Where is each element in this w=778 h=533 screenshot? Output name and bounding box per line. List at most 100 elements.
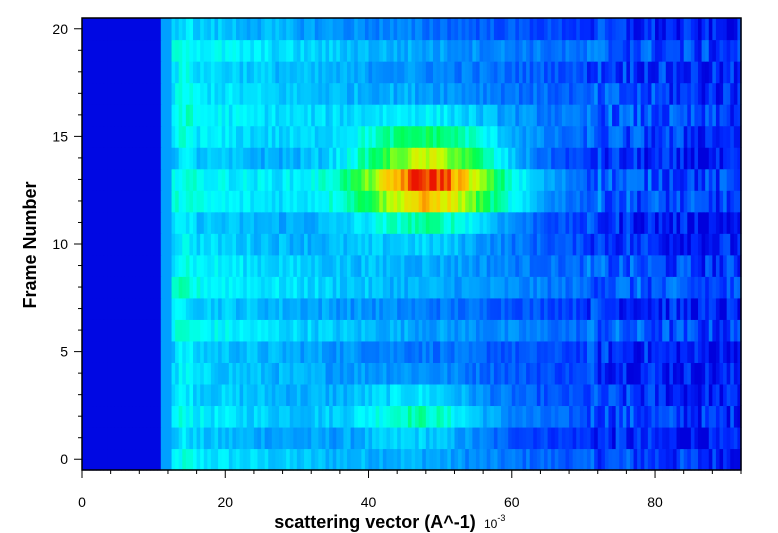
- heatmap-cell: [486, 426, 491, 450]
- heatmap-cell: [311, 168, 316, 191]
- heatmap-cell: [504, 254, 509, 277]
- heatmap-cell: [665, 426, 670, 450]
- heatmap-cell: [304, 426, 309, 450]
- heatmap-cell: [733, 104, 739, 127]
- heatmap-cell: [150, 233, 155, 256]
- heatmap-cell: [680, 104, 685, 127]
- heatmap-cell: [669, 82, 674, 105]
- heatmap-cell: [257, 383, 262, 407]
- heatmap-cell: [386, 39, 391, 62]
- heatmap-cell: [672, 340, 678, 363]
- heatmap-cell: [257, 448, 262, 471]
- heatmap-cell: [475, 297, 481, 320]
- heatmap-cell: [501, 448, 506, 471]
- heatmap-cell: [594, 104, 599, 127]
- heatmap-cell: [723, 147, 728, 170]
- heatmap-cell: [289, 104, 294, 127]
- heatmap-cell: [565, 405, 570, 428]
- heatmap-cell: [411, 147, 416, 170]
- heatmap-cell: [458, 18, 463, 41]
- heatmap-cell: [458, 426, 463, 450]
- heatmap-cell: [590, 276, 595, 299]
- heatmap-cell: [214, 211, 219, 234]
- heatmap-cell: [640, 125, 645, 148]
- heatmap-cell: [547, 82, 552, 105]
- heatmap-cell: [715, 168, 721, 191]
- heatmap-cell: [629, 405, 635, 428]
- heatmap-cell: [210, 362, 216, 385]
- heatmap-cell: [576, 125, 581, 148]
- heatmap-cell: [651, 61, 656, 84]
- heatmap-cell: [361, 426, 366, 450]
- heatmap-cell: [676, 426, 681, 450]
- heatmap-cell: [92, 297, 97, 320]
- heatmap-cell: [483, 319, 488, 342]
- heatmap-cell: [314, 147, 319, 170]
- heatmap-cell: [196, 39, 201, 62]
- heatmap-cell: [586, 39, 592, 62]
- heatmap-cell: [393, 426, 398, 450]
- heatmap-cell: [357, 340, 362, 363]
- heatmap-cell: [579, 211, 585, 234]
- heatmap-cell: [85, 254, 90, 277]
- heatmap-cell: [89, 147, 94, 170]
- heatmap-cell: [175, 18, 180, 41]
- heatmap-cell: [243, 211, 248, 234]
- heatmap-cell: [318, 82, 323, 105]
- heatmap-cell: [390, 147, 395, 170]
- heatmap-cell: [586, 405, 592, 428]
- heatmap-cell: [676, 319, 681, 342]
- heatmap-cell: [705, 190, 710, 213]
- heatmap-cell: [175, 147, 180, 170]
- heatmap-cell: [669, 104, 674, 127]
- heatmap-cell: [157, 61, 162, 84]
- heatmap-cell: [719, 18, 724, 41]
- heatmap-cell: [680, 319, 685, 342]
- heatmap-cell: [680, 125, 685, 148]
- heatmap-cell: [332, 254, 337, 277]
- heatmap-cell: [680, 147, 685, 170]
- heatmap-cell: [393, 405, 398, 428]
- heatmap-cell: [508, 448, 513, 471]
- heatmap-cell: [103, 383, 108, 407]
- heatmap-cell: [569, 18, 574, 41]
- heatmap-cell: [483, 39, 488, 62]
- heatmap-cell: [522, 426, 527, 450]
- heatmap-cell: [390, 190, 395, 213]
- heatmap-cell: [407, 104, 413, 127]
- heatmap-row: [82, 254, 742, 277]
- heatmap-cell: [590, 61, 595, 84]
- heatmap-cell: [533, 254, 538, 277]
- heatmap-cell: [558, 276, 563, 299]
- heatmap-cell: [289, 190, 294, 213]
- heatmap-cell: [307, 276, 312, 299]
- heatmap-cell: [236, 61, 241, 84]
- heatmap-cell: [210, 276, 216, 299]
- heatmap-cell: [282, 276, 287, 299]
- heatmap-cell: [640, 18, 645, 41]
- heatmap-cell: [665, 18, 670, 41]
- heatmap-cell: [493, 340, 499, 363]
- heatmap-cell: [318, 405, 323, 428]
- heatmap-cell: [372, 18, 377, 41]
- heatmap-cell: [132, 168, 137, 191]
- heatmap-cell: [178, 319, 183, 342]
- heatmap-row: [82, 147, 742, 170]
- heatmap-cell: [708, 190, 713, 213]
- heatmap-cell: [479, 297, 484, 320]
- heatmap-cell: [411, 405, 416, 428]
- heatmap-cell: [400, 168, 405, 191]
- heatmap-cell: [296, 211, 302, 234]
- heatmap-cell: [214, 125, 219, 148]
- heatmap-cell: [515, 340, 520, 363]
- heatmap-cell: [594, 233, 599, 256]
- heatmap-cell: [454, 18, 459, 41]
- heatmap-cell: [726, 168, 731, 191]
- heatmap-cell: [619, 61, 624, 84]
- heatmap-cell: [561, 340, 567, 363]
- heatmap-cell: [400, 39, 405, 62]
- heatmap-cell: [586, 426, 592, 450]
- heatmap-cell: [278, 319, 284, 342]
- heatmap-cell: [522, 448, 527, 471]
- heatmap-cell: [586, 190, 592, 213]
